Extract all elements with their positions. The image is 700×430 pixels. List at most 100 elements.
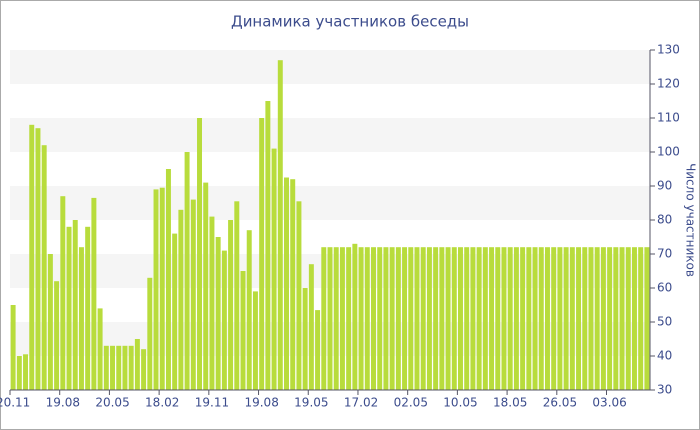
bar <box>110 345 116 390</box>
bar <box>153 189 159 390</box>
bar <box>66 226 72 390</box>
bar <box>203 182 209 390</box>
bar <box>352 243 358 390</box>
bar <box>371 247 376 390</box>
bar <box>339 247 345 390</box>
bar <box>364 247 370 390</box>
bar <box>122 345 128 390</box>
grid-band <box>10 118 650 152</box>
bar <box>178 209 184 390</box>
bar <box>600 247 606 390</box>
bar <box>23 354 29 390</box>
bar <box>638 247 644 390</box>
bar <box>358 247 364 390</box>
bar <box>221 250 227 390</box>
bar <box>619 247 625 390</box>
bar <box>377 247 383 390</box>
bar <box>41 145 47 390</box>
bar <box>458 247 463 390</box>
bar <box>134 339 140 390</box>
bar <box>97 308 103 390</box>
y-tick-label: 80 <box>657 213 672 227</box>
bar <box>470 247 476 390</box>
grid-band <box>10 50 650 84</box>
bar <box>476 247 482 390</box>
bar <box>408 247 414 390</box>
bar <box>426 247 432 390</box>
y-tick-label: 120 <box>657 77 680 91</box>
y-tick-label: 30 <box>657 383 672 397</box>
bar <box>451 247 457 390</box>
bar <box>209 216 215 390</box>
bar <box>501 247 507 390</box>
bar <box>551 247 557 390</box>
bar <box>594 247 600 390</box>
bar <box>184 152 190 390</box>
bar <box>395 247 401 390</box>
y-tick-label: 130 <box>657 43 680 57</box>
bar <box>445 247 451 390</box>
x-tick-label: 03.06 <box>592 396 626 410</box>
bar <box>439 247 445 390</box>
y-tick-label: 50 <box>657 315 672 329</box>
x-tick-label: 19.08 <box>244 396 278 410</box>
bar <box>489 247 495 390</box>
bar <box>464 247 470 390</box>
bar <box>582 247 588 390</box>
x-tick-label: 26.05 <box>543 396 577 410</box>
bar <box>54 281 60 390</box>
x-tick-label: 17.02 <box>344 396 378 410</box>
bar <box>315 310 321 390</box>
bar <box>414 247 420 390</box>
bar <box>625 247 631 390</box>
bar <box>277 60 283 390</box>
bar <box>482 247 488 390</box>
bar <box>29 124 35 391</box>
bar <box>333 247 339 390</box>
bar <box>240 271 246 390</box>
bar <box>147 277 153 390</box>
bar <box>165 169 171 390</box>
bar <box>234 201 240 390</box>
bar <box>159 187 165 390</box>
x-tick-label: 19.11 <box>195 396 229 410</box>
x-tick-label: 18.02 <box>145 396 179 410</box>
bar <box>557 247 563 390</box>
bar <box>607 247 613 390</box>
bar <box>35 128 41 390</box>
bar <box>520 247 526 390</box>
bar <box>569 247 575 390</box>
bar <box>228 220 234 390</box>
bar <box>47 254 53 390</box>
bar <box>72 220 78 390</box>
bar <box>613 247 619 390</box>
bar <box>259 118 265 390</box>
bar <box>302 288 308 390</box>
bar <box>265 101 271 390</box>
bar <box>252 291 258 390</box>
bar <box>420 247 426 390</box>
bar <box>327 247 333 390</box>
bar <box>644 247 650 390</box>
bar <box>103 345 109 390</box>
grid-band <box>10 186 650 220</box>
bar <box>513 247 519 390</box>
bar <box>346 247 352 390</box>
bar <box>495 247 501 390</box>
y-tick-label: 90 <box>657 179 672 193</box>
y-axis-label: Число участников <box>684 163 698 277</box>
x-tick-label: 20.11 <box>0 396 30 410</box>
bar <box>141 349 147 390</box>
bar <box>588 247 594 390</box>
bar <box>197 118 202 390</box>
x-tick-label: 20.05 <box>95 396 129 410</box>
bar <box>308 264 314 390</box>
bar <box>563 247 569 390</box>
bar <box>284 177 289 390</box>
bar <box>507 247 513 390</box>
bar <box>128 345 134 390</box>
chart-title: Динамика участников беседы <box>231 13 469 31</box>
bar <box>190 199 196 390</box>
x-tick-label: 19.08 <box>46 396 80 410</box>
